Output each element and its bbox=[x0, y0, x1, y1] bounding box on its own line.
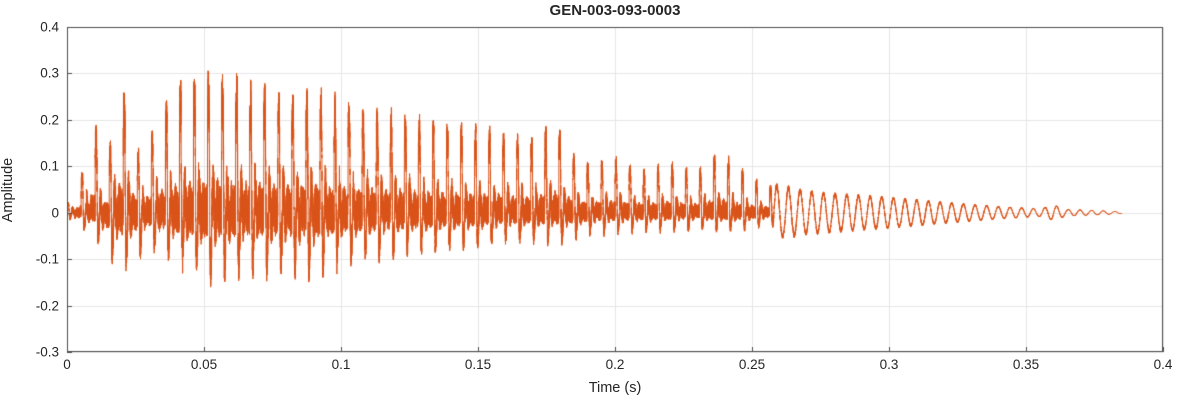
x-tick-label: 0.2 bbox=[605, 357, 625, 372]
y-tick-label: 0.2 bbox=[40, 112, 59, 128]
y-tick-label: 0.1 bbox=[40, 158, 59, 174]
y-tick-label: -0.3 bbox=[35, 344, 59, 360]
y-tick-label: -0.2 bbox=[35, 298, 59, 314]
y-tick-label: -0.1 bbox=[35, 251, 59, 267]
x-tick-label: 0.4 bbox=[1153, 357, 1173, 372]
chart-title: GEN-003-093-0003 bbox=[549, 2, 681, 19]
x-tick-label: 0.25 bbox=[738, 357, 766, 372]
y-axis-label: Amplitude bbox=[0, 157, 16, 223]
x-tick-label: 0.05 bbox=[190, 357, 218, 372]
y-tick-label: 0.3 bbox=[40, 65, 59, 81]
x-tick-label: 0 bbox=[63, 357, 71, 372]
y-tick-label: 0 bbox=[51, 205, 59, 221]
x-tick-label: 0.35 bbox=[1012, 357, 1040, 372]
x-tick-label: 0.15 bbox=[464, 357, 492, 372]
y-tick-label: 0.4 bbox=[40, 19, 59, 35]
x-tick-label: 0.1 bbox=[331, 357, 351, 372]
x-tick-label: 0.3 bbox=[879, 357, 899, 372]
x-axis-label: Time (s) bbox=[588, 380, 642, 396]
